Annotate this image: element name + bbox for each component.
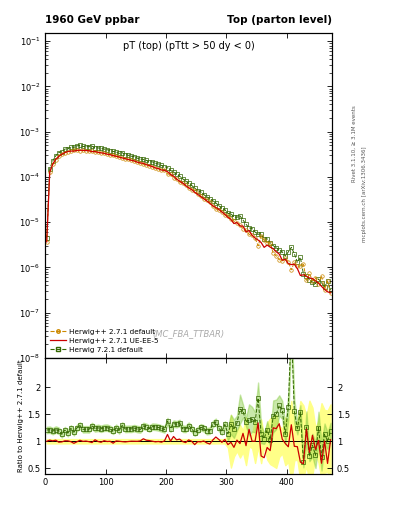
Y-axis label: Ratio to Herwig++ 2.7.1 default: Ratio to Herwig++ 2.7.1 default (18, 359, 24, 472)
Text: 1960 GeV ppbar: 1960 GeV ppbar (45, 14, 140, 25)
Legend: Herwig++ 2.7.1 default, Herwig++ 2.7.1 UE-EE-5, Herwig 7.2.1 default: Herwig++ 2.7.1 default, Herwig++ 2.7.1 U… (49, 327, 160, 354)
Text: Rivet 3.1.10, ≥ 3.1M events: Rivet 3.1.10, ≥ 3.1M events (352, 105, 357, 182)
Text: (MC_FBA_TTBAR): (MC_FBA_TTBAR) (152, 329, 225, 338)
Text: pT (top) (pTtt > 50 dy < 0): pT (top) (pTtt > 50 dy < 0) (123, 41, 255, 51)
Text: Top (parton level): Top (parton level) (227, 14, 332, 25)
Text: mcplots.cern.ch [arXiv:1306.3436]: mcplots.cern.ch [arXiv:1306.3436] (362, 147, 367, 242)
